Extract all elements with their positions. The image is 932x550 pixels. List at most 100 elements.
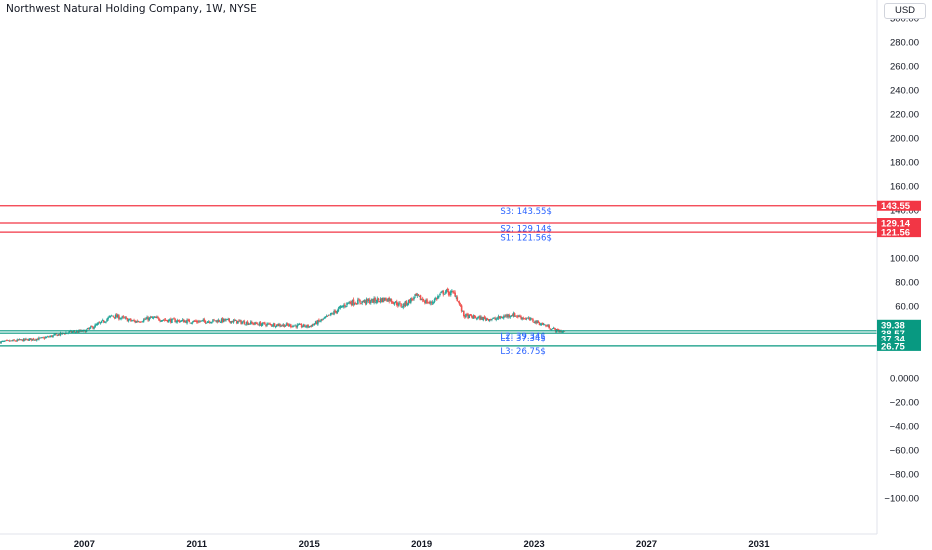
candle-body <box>523 318 526 320</box>
candle-body <box>433 299 436 302</box>
candles-series <box>0 287 566 344</box>
candle-body <box>179 321 182 322</box>
candle-body <box>547 325 549 327</box>
candle-body <box>266 323 268 326</box>
candle-body <box>207 321 210 323</box>
candle-body <box>374 297 376 302</box>
candle-body <box>318 319 320 322</box>
candle-body <box>98 322 101 324</box>
candle-body <box>290 324 292 327</box>
candle-body <box>445 289 448 292</box>
candle-body <box>560 330 562 333</box>
candle-body <box>536 320 539 324</box>
candle-body <box>272 323 275 327</box>
candle-body <box>128 318 131 320</box>
candle-body <box>302 324 305 327</box>
candle-body <box>460 305 463 312</box>
candle-body <box>448 293 451 295</box>
candle-body <box>442 290 445 295</box>
candle-body <box>549 328 552 330</box>
candle-body <box>405 301 408 305</box>
candle-body <box>132 320 134 322</box>
candle-body <box>1 341 3 342</box>
currency-selector[interactable]: USD <box>884 3 926 19</box>
candle-body <box>401 306 403 308</box>
candle-body <box>32 338 35 340</box>
candle-body <box>394 301 397 303</box>
candle-body <box>15 340 18 342</box>
candle-body <box>140 321 143 323</box>
candle-body <box>93 327 95 329</box>
price-tick-label: 100.00 <box>890 254 919 265</box>
candle-body <box>235 320 238 324</box>
candle-body <box>399 302 401 304</box>
candle-body <box>135 321 138 323</box>
chart-title: Northwest Natural Holding Company, 1W, N… <box>6 3 257 15</box>
candle-body <box>546 325 548 327</box>
candle-body <box>393 303 396 305</box>
candle-body <box>486 318 489 320</box>
candle-body <box>348 301 350 304</box>
candle-body <box>58 334 61 336</box>
candle-body <box>125 317 128 319</box>
time-tick-label: 2027 <box>636 539 657 550</box>
candle-body <box>72 331 75 333</box>
candle-body <box>87 328 90 330</box>
candle-body <box>88 327 91 329</box>
candle-body <box>195 320 198 323</box>
candle-body <box>26 338 28 340</box>
candle-body <box>392 302 395 304</box>
resistance-label: S1: 121.56$ <box>500 234 552 244</box>
candle-body <box>459 304 462 306</box>
time-axis[interactable]: 2007 2011 2015 2019 2023 2027 2031 <box>74 539 770 550</box>
candle-body <box>228 318 230 322</box>
candle-body <box>484 317 487 320</box>
candle-body <box>148 317 150 321</box>
candle-body <box>452 291 454 293</box>
candle-body <box>306 324 308 328</box>
candle-body <box>485 318 488 321</box>
candle-body <box>217 319 220 323</box>
candle-body <box>330 313 332 316</box>
candle-body <box>167 319 170 323</box>
candle-body <box>192 320 195 322</box>
candle-body <box>220 318 223 323</box>
candle-body <box>8 340 11 342</box>
price-badge-label: 39.38 <box>881 320 905 331</box>
candle-body <box>175 321 178 323</box>
candle-body <box>94 324 96 328</box>
candle-body <box>14 340 16 342</box>
price-badge-label: 26.75 <box>881 341 905 352</box>
candle-body <box>451 291 453 292</box>
support-label: L1: 37.34$ <box>500 334 545 344</box>
candle-body <box>335 311 338 313</box>
candle-body <box>191 322 194 324</box>
candle-body <box>553 327 556 329</box>
candle-body <box>527 317 530 319</box>
candle-body <box>165 319 168 321</box>
candle-body <box>305 326 307 328</box>
time-tick-label: 2019 <box>411 539 432 550</box>
candle-body <box>456 297 459 302</box>
candle-body <box>187 319 189 321</box>
price-axis[interactable]: 300.00 280.00 260.00 240.00 220.00 200.00 180.… <box>884 14 919 505</box>
candle-body <box>419 295 422 301</box>
candle-body <box>543 324 545 326</box>
candle-body <box>136 320 139 322</box>
candle-body <box>375 302 378 303</box>
candle-body <box>75 331 78 333</box>
time-tick-label: 2011 <box>186 539 207 550</box>
candle-body <box>328 314 331 316</box>
candle-body <box>483 316 486 318</box>
candle-body <box>53 334 55 336</box>
candle-body <box>541 323 544 325</box>
candle-body <box>522 317 525 319</box>
candle-body <box>213 319 215 321</box>
candle-body <box>146 317 148 319</box>
candle-body <box>206 321 209 324</box>
candle-body <box>11 340 13 342</box>
candle-body <box>368 299 371 304</box>
candle-body <box>315 321 318 325</box>
candle-body <box>520 316 522 319</box>
